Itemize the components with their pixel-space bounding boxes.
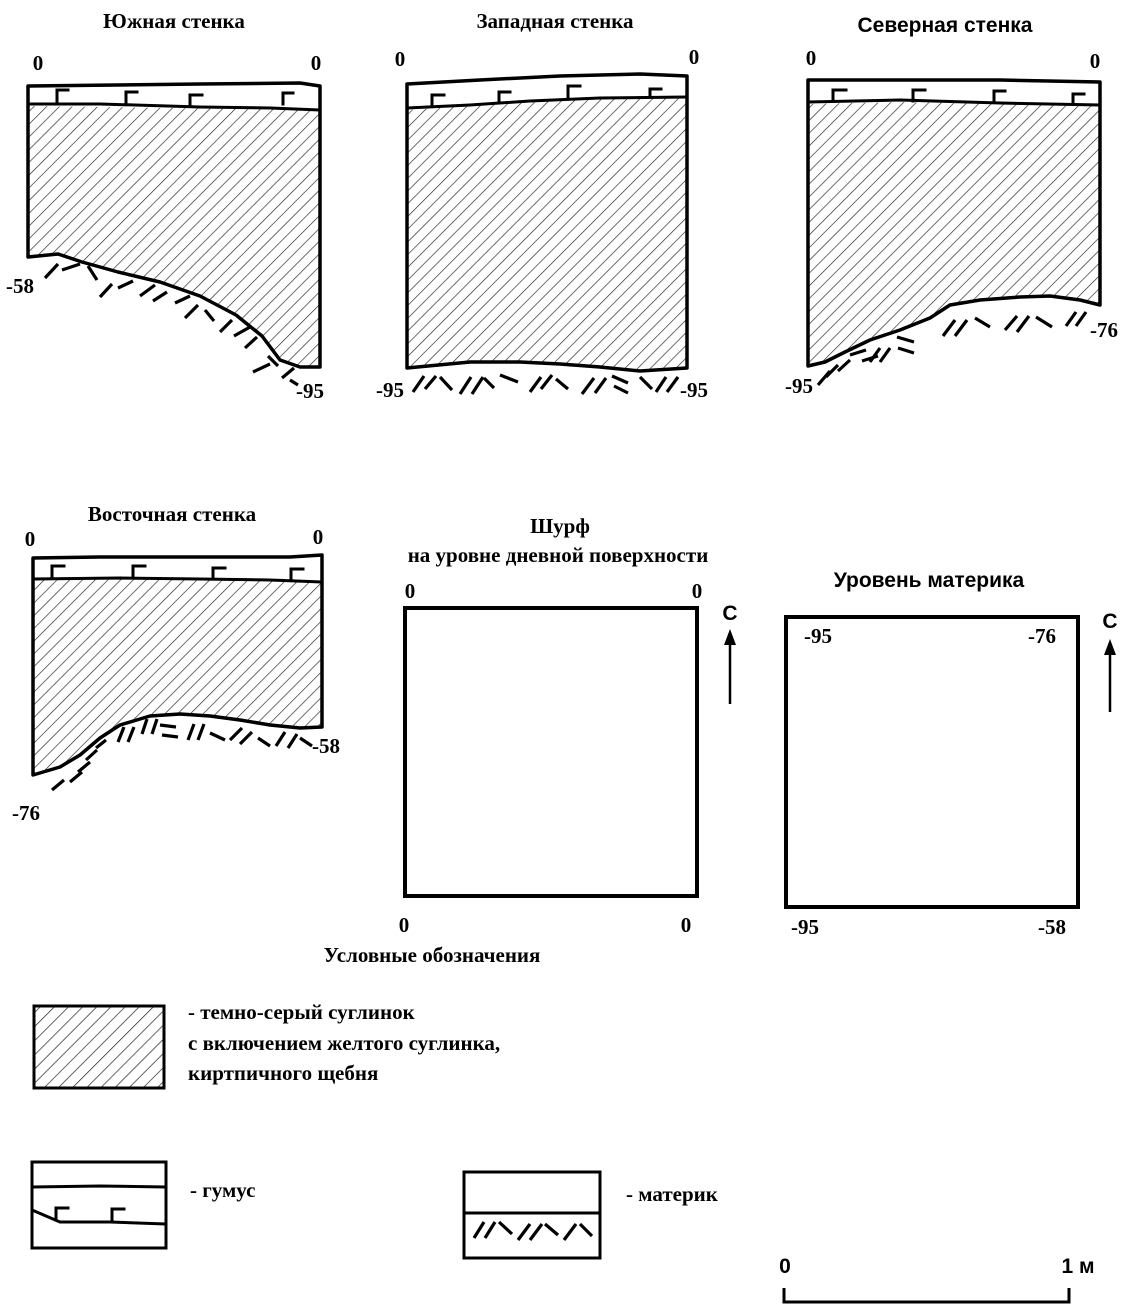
north-wall-loam-fill: [808, 102, 1100, 366]
east-wall-humus-boundary: [31, 576, 324, 584]
south-wall-humus-boundary: [26, 102, 322, 112]
west-wall-humus-boundary: [405, 95, 689, 110]
plan-surface-title: Шурф: [530, 514, 590, 538]
north-wall-top-right-depth: 0: [1090, 49, 1101, 73]
west-wall-bottom-right-depth: -95: [680, 378, 708, 402]
east-wall-outline: [31, 553, 324, 777]
east-wall-bottom-right-depth: -58: [312, 734, 340, 758]
east-wall-title: Восточная стенка: [88, 502, 257, 526]
plan-surface-subtitle: на уровне дневной поверхности: [408, 543, 709, 567]
legend-loam-swatch: [32, 1004, 166, 1090]
north-wall-humus-marks: [831, 88, 1086, 106]
plan-bedrock-bottom-left-depth: -95: [791, 915, 819, 939]
plan-bedrock-level: Уровень материка -95 -76 -95 -58 С: [784, 569, 1118, 939]
east-wall-top-left-depth: 0: [25, 527, 36, 551]
plan-surface-outline: [403, 606, 699, 898]
west-wall-section: Западная стенка 0 0: [376, 9, 708, 402]
north-wall-bottom-left-depth: -95: [785, 374, 813, 398]
south-wall-bottom-left-depth: -58: [6, 274, 34, 298]
west-wall-loam-fill: [407, 97, 687, 371]
north-wall-bottom-right-depth: -76: [1090, 318, 1118, 342]
scale-start-label: 0: [779, 1255, 791, 1278]
scale-bar: 0 1 м: [779, 1255, 1095, 1304]
legend-loam-text-2: с включением желтого суглинка,: [188, 1031, 500, 1055]
south-wall-title: Южная стенка: [103, 9, 245, 33]
legend-item-loam: - темно-серый суглинок с включением желт…: [32, 1000, 500, 1090]
south-wall-bedrock-marks: [43, 262, 299, 387]
north-wall-outline: [806, 78, 1102, 368]
scale-bar-line: [782, 1288, 1071, 1304]
legend-item-humus: - гумус: [30, 1160, 255, 1250]
north-wall-top-left-depth: 0: [806, 46, 817, 70]
legend: Условные обозначения - темно-серый сугли…: [30, 943, 719, 1260]
south-wall-bottom-right-depth: -95: [296, 379, 324, 403]
east-wall-humus-marks: [50, 564, 305, 582]
west-wall-title: Западная стенка: [476, 9, 634, 33]
east-wall-bottom-left-depth: -76: [12, 801, 40, 825]
north-arrow-icon: С: [1102, 610, 1118, 712]
west-wall-top-left-depth: 0: [395, 47, 406, 71]
north-arrow-label: С: [1102, 610, 1117, 633]
legend-humus-swatch: [30, 1160, 168, 1250]
plan-surface-top-right-depth: 0: [692, 579, 703, 603]
plan-surface-bottom-left-depth: 0: [399, 913, 410, 937]
legend-humus-text: - гумус: [190, 1178, 255, 1202]
plan-bedrock-bottom-right-depth: -58: [1038, 915, 1066, 939]
west-wall-humus-marks: [430, 84, 663, 108]
east-wall-top-right-depth: 0: [313, 525, 324, 549]
south-wall-loam-fill: [28, 106, 320, 367]
north-wall-bedrock-marks: [816, 311, 1088, 387]
legend-item-bedrock: - материк: [462, 1170, 719, 1260]
legend-title: Условные обозначения: [324, 943, 541, 967]
legend-loam-text-1: - темно-серый суглинок: [188, 1000, 416, 1024]
plan-bedrock-top-left-depth: -95: [804, 624, 832, 648]
east-wall-bedrock-marks: [50, 718, 313, 792]
plan-bedrock-title: Уровень материка: [834, 569, 1025, 592]
north-wall-humus-boundary: [806, 98, 1102, 107]
south-wall-section: Южная стенка 0 0: [6, 9, 324, 403]
north-wall-section: Северная стенка 0 0: [785, 14, 1118, 398]
legend-bedrock-swatch: [462, 1170, 602, 1260]
east-wall-section: Восточная стенка 0 0: [12, 502, 340, 825]
south-wall-outline: [26, 81, 322, 369]
east-wall-loam-fill: [33, 579, 322, 775]
south-wall-top-left-depth: 0: [33, 51, 44, 75]
north-wall-title: Северная стенка: [858, 14, 1033, 37]
south-wall-humus-marks: [55, 88, 295, 107]
west-wall-bedrock-marks: [411, 373, 680, 395]
west-wall-outline: [405, 72, 689, 373]
scale-end-label: 1 м: [1061, 1255, 1094, 1278]
plan-bedrock-top-right-depth: -76: [1028, 624, 1056, 648]
plan-surface-top-left-depth: 0: [405, 579, 416, 603]
legend-bedrock-text: - материк: [626, 1182, 719, 1206]
north-arrow-label: С: [722, 602, 737, 625]
north-arrow-icon: С: [722, 602, 738, 704]
legend-loam-text-3: киртпичного щебня: [188, 1061, 378, 1085]
west-wall-bottom-left-depth: -95: [376, 378, 404, 402]
plan-bedrock-outline: [784, 615, 1080, 909]
west-wall-top-right-depth: 0: [689, 45, 700, 69]
plan-surface-level: Шурф на уровне дневной поверхности 0 0 0…: [399, 514, 738, 937]
south-wall-top-right-depth: 0: [311, 51, 322, 75]
plan-surface-bottom-right-depth: 0: [681, 913, 692, 937]
